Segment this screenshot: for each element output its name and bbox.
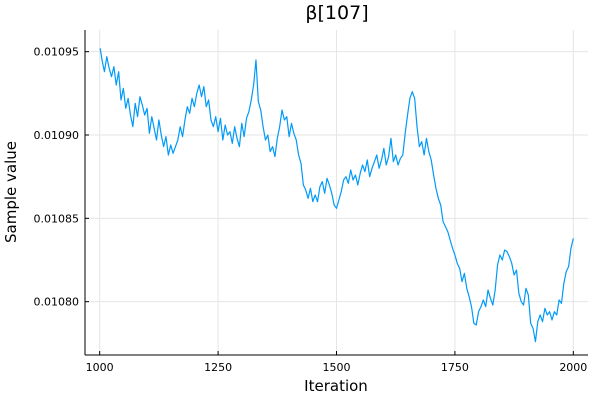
- x-tick-label: 2000: [559, 361, 587, 374]
- trace-line: [99, 48, 574, 343]
- series-layer: [99, 48, 574, 343]
- y-tick-label: 0.01080: [34, 296, 80, 309]
- y-tick-label: 0.01095: [34, 46, 80, 59]
- x-axis-title: Iteration: [304, 377, 368, 395]
- x-tick-label: 1750: [441, 361, 469, 374]
- x-tick-label: 1000: [86, 361, 114, 374]
- grid: [85, 30, 588, 355]
- chart-title: β[107]: [305, 2, 368, 24]
- ticks: 1000 1250 1500 1750 2000 0.01080 0.01085 0.0109…: [34, 46, 588, 374]
- y-tick-label: 0.01085: [34, 212, 80, 225]
- x-tick-label: 1500: [323, 361, 351, 374]
- y-axis-title: Sample value: [2, 141, 20, 243]
- y-tick-label: 0.01090: [34, 129, 80, 142]
- x-tick-label: 1250: [204, 361, 232, 374]
